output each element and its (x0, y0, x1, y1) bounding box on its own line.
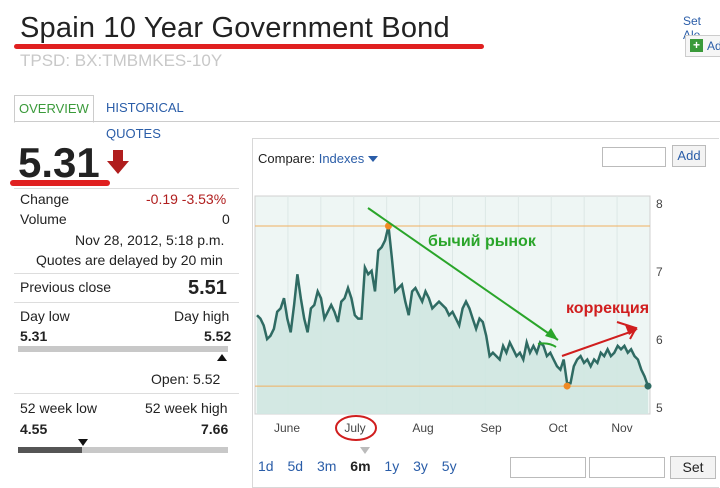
tab-divider (14, 121, 720, 122)
page-title: Spain 10 Year Government Bond (20, 12, 450, 44)
52-week-high-label: 52 week high (145, 400, 228, 416)
52-week-low-label: 52 week low (20, 400, 98, 416)
range-selector: 1d 5d 3m 6m 1y 3y 5y (258, 458, 467, 474)
start-date-input[interactable] (510, 457, 586, 478)
52-week-range-fill (18, 447, 82, 453)
volume-label: Volume (20, 211, 67, 227)
open-price: Open: 5.52 (151, 371, 221, 387)
compare-control: Compare: Indexes (258, 151, 378, 166)
range-3y[interactable]: 3y (413, 458, 428, 474)
divider (14, 393, 239, 394)
range-3m[interactable]: 3m (316, 458, 337, 474)
last-price: 5.31 (18, 139, 100, 186)
delay-note: Quotes are delayed by 20 min (36, 252, 223, 268)
52-week-low-value: 4.55 (20, 421, 48, 437)
day-low-value: 5.31 (20, 328, 48, 344)
plus-icon: + (690, 39, 703, 52)
day-high-value: 5.52 (204, 328, 232, 344)
range-1y[interactable]: 1y (384, 458, 400, 474)
range-5d[interactable]: 5d (287, 458, 304, 474)
previous-close-label: Previous close (20, 279, 112, 295)
divider (14, 273, 239, 274)
change-value: -0.19 -3.53% (146, 191, 227, 207)
price-highlight-underline (10, 180, 110, 186)
set-range-button[interactable]: Set (670, 456, 716, 479)
compare-label: Compare: (258, 151, 316, 166)
tab-overview[interactable]: OVERVIEW (14, 95, 94, 123)
compare-symbol-input[interactable] (602, 147, 666, 167)
day-low-label: Day low (20, 308, 70, 324)
add-to-watchlist-button[interactable]: + Ad (685, 35, 720, 57)
quote-timestamp: Nov 28, 2012, 5:18 p.m. (75, 232, 225, 248)
compare-indexes-dropdown[interactable]: Indexes (318, 151, 365, 166)
range-1d[interactable]: 1d (258, 458, 274, 474)
52-week-marker (78, 439, 88, 446)
previous-close-value: 5.51 (188, 277, 227, 299)
title-highlight-underline (14, 44, 484, 49)
divider (14, 188, 239, 189)
52-week-high-value: 7.66 (201, 421, 229, 437)
volume-value: 0 (222, 211, 230, 227)
down-arrow-icon (107, 150, 129, 174)
end-date-input[interactable] (589, 457, 665, 478)
change-label: Change (20, 191, 70, 207)
52-week-range-bar (18, 447, 228, 453)
range-selected-marker (360, 447, 370, 454)
add-label: Ad (707, 39, 720, 53)
divider (14, 302, 239, 303)
range-6m[interactable]: 6m (350, 458, 371, 474)
ticker-symbol: TPSD: BX:TMBMKES-10Y (20, 51, 223, 70)
chevron-down-icon[interactable] (367, 155, 378, 163)
tab-historical-quotes[interactable]: HISTORICAL QUOTES (106, 100, 184, 141)
range-5y[interactable]: 5y (441, 458, 457, 474)
compare-add-button[interactable]: Add (672, 145, 706, 167)
day-range-marker (217, 354, 227, 361)
chart-panel (252, 138, 719, 488)
day-high-label: Day high (174, 308, 230, 324)
day-range-bar (18, 346, 228, 352)
